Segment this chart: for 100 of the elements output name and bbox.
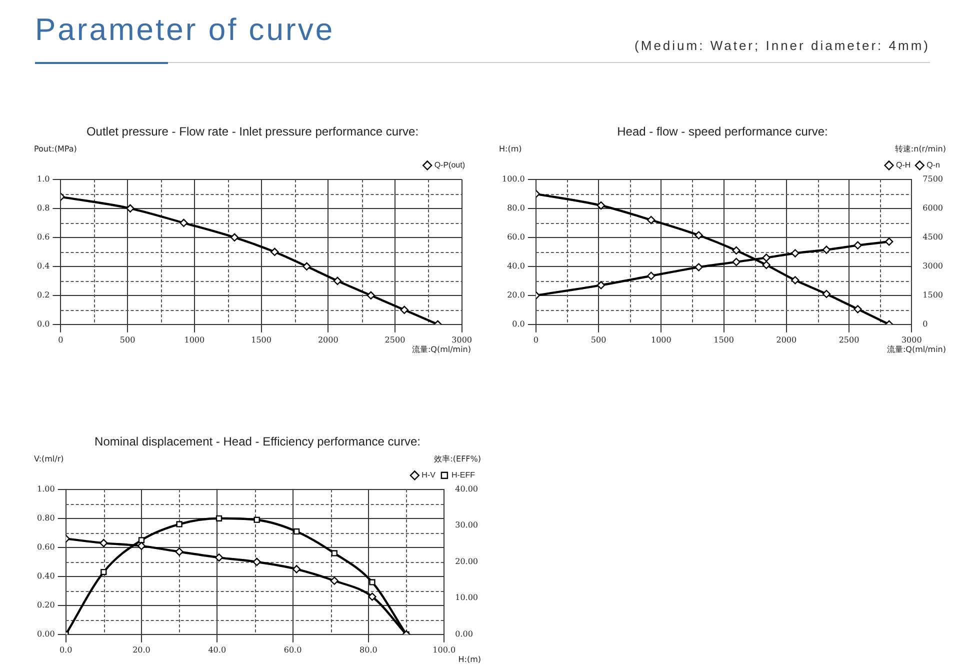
chart-title: Head - flow - speed performance curve: xyxy=(617,124,828,139)
point xyxy=(270,248,279,256)
point xyxy=(822,246,831,254)
point xyxy=(333,276,342,285)
point xyxy=(732,246,740,255)
text: Parameter of curve xyxy=(35,12,335,48)
x-tick-label: 1000 xyxy=(650,335,672,344)
x-tick-label: 40.0 xyxy=(208,645,226,654)
y-axis-title: V:(ml/r) xyxy=(34,454,64,464)
point xyxy=(331,550,338,556)
x-tick-label: 100.0 xyxy=(432,645,456,654)
x-tick-label: 1500 xyxy=(714,335,734,344)
point xyxy=(214,553,224,562)
point xyxy=(230,233,239,242)
legend-label: Q-H xyxy=(896,160,911,170)
point xyxy=(368,592,376,601)
legend-label: H-V xyxy=(422,470,436,480)
y-tick-label: 0.60 xyxy=(37,542,55,552)
y2-tick-label: 4500 xyxy=(922,232,943,242)
x-tick-label: 0 xyxy=(533,335,538,344)
point xyxy=(138,537,145,544)
x-axis-title: 流量:Q(ml/min) xyxy=(886,345,946,354)
point xyxy=(330,576,338,585)
point xyxy=(791,276,800,284)
point xyxy=(762,260,770,270)
y-axis-title: Pout:(MPa) xyxy=(34,144,77,154)
y2-tick-label: 40.00 xyxy=(455,484,478,494)
x-axis-title: H:(m) xyxy=(458,655,481,664)
y2-tick-label: 3000 xyxy=(922,261,943,270)
x-tick-label: 3000 xyxy=(901,335,922,344)
point xyxy=(762,254,770,262)
point xyxy=(293,528,300,535)
point xyxy=(175,548,184,556)
x-tick-label: 2000 xyxy=(318,335,338,344)
x-tick-label: 500 xyxy=(120,335,136,344)
y-tick-label: 100.0 xyxy=(502,174,525,184)
x-tick-label: 1500 xyxy=(251,335,272,344)
chart-title: Nominal displacement - Head - Efficiency performance curve: xyxy=(94,434,420,449)
point xyxy=(822,290,831,298)
legend-label: H-EFF xyxy=(451,470,476,480)
point xyxy=(180,218,188,227)
point xyxy=(694,231,703,240)
point xyxy=(596,281,606,290)
x-tick-label: 500 xyxy=(590,335,606,344)
y2-tick-label: 0 xyxy=(922,319,928,328)
point xyxy=(791,249,800,258)
point xyxy=(366,291,376,300)
y-tick-label: 0.00 xyxy=(37,629,55,638)
point xyxy=(854,241,862,250)
y-tick-label: 0.2 xyxy=(36,290,50,300)
x-tick-label: 2500 xyxy=(384,335,406,344)
x-tick-label: 2500 xyxy=(838,335,860,344)
y2-axis-title: 效率:(EFF%) xyxy=(434,454,481,464)
y-tick-label: 0.4 xyxy=(36,261,50,270)
y-tick-label: 0.6 xyxy=(36,232,50,242)
x-tick-label: 3000 xyxy=(452,335,472,344)
x-tick-label: 20.0 xyxy=(132,645,150,654)
legend-label: Q-P(out) xyxy=(434,160,466,170)
y-tick-label: 1.00 xyxy=(37,484,55,494)
point xyxy=(884,238,894,246)
y-tick-label: 0.20 xyxy=(37,600,55,610)
y2-axis-title: 转速:n(r/min) xyxy=(894,144,946,154)
point xyxy=(854,305,862,314)
point xyxy=(302,262,311,270)
point xyxy=(252,558,261,566)
point xyxy=(137,542,146,550)
point xyxy=(254,516,260,523)
point xyxy=(596,201,606,210)
y2-tick-label: 7500 xyxy=(922,174,943,184)
point xyxy=(100,538,108,548)
point xyxy=(400,306,408,314)
legend-label: Q-n xyxy=(926,160,940,170)
y-tick-label: 0.80 xyxy=(37,513,55,522)
point xyxy=(647,272,656,280)
point xyxy=(216,515,222,522)
point xyxy=(176,521,182,528)
point xyxy=(369,579,376,586)
x-tick-label: 0.0 xyxy=(59,645,72,654)
x-tick-label: 2000 xyxy=(776,335,797,344)
x-tick-label: 1000 xyxy=(184,335,205,344)
point xyxy=(732,258,740,266)
point xyxy=(126,204,134,212)
x-tick-label: 80.0 xyxy=(360,645,378,654)
y-tick-label: 80.0 xyxy=(507,203,525,212)
y-tick-label: 60.0 xyxy=(507,232,525,242)
point xyxy=(647,216,656,224)
y-tick-label: 0.0 xyxy=(512,319,525,328)
y-tick-label: 0.40 xyxy=(37,571,55,580)
x-tick-label: 60.0 xyxy=(284,645,302,654)
chart-title: Outlet pressure - Flow rate - Inlet pressure performance curve: xyxy=(86,124,419,139)
point xyxy=(694,263,703,272)
y-tick-label: 0.8 xyxy=(36,203,50,212)
y-tick-label: 0.0 xyxy=(36,319,50,328)
y-tick-label: 20.0 xyxy=(507,290,525,300)
x-axis-title: 流量:Q(ml/min) xyxy=(412,345,471,354)
y2-tick-label: 1500 xyxy=(922,290,943,300)
y2-tick-label: 10.00 xyxy=(455,593,478,602)
y2-tick-label: 0.00 xyxy=(455,629,473,638)
point xyxy=(292,565,301,574)
y2-tick-label: 6000 xyxy=(922,203,943,212)
